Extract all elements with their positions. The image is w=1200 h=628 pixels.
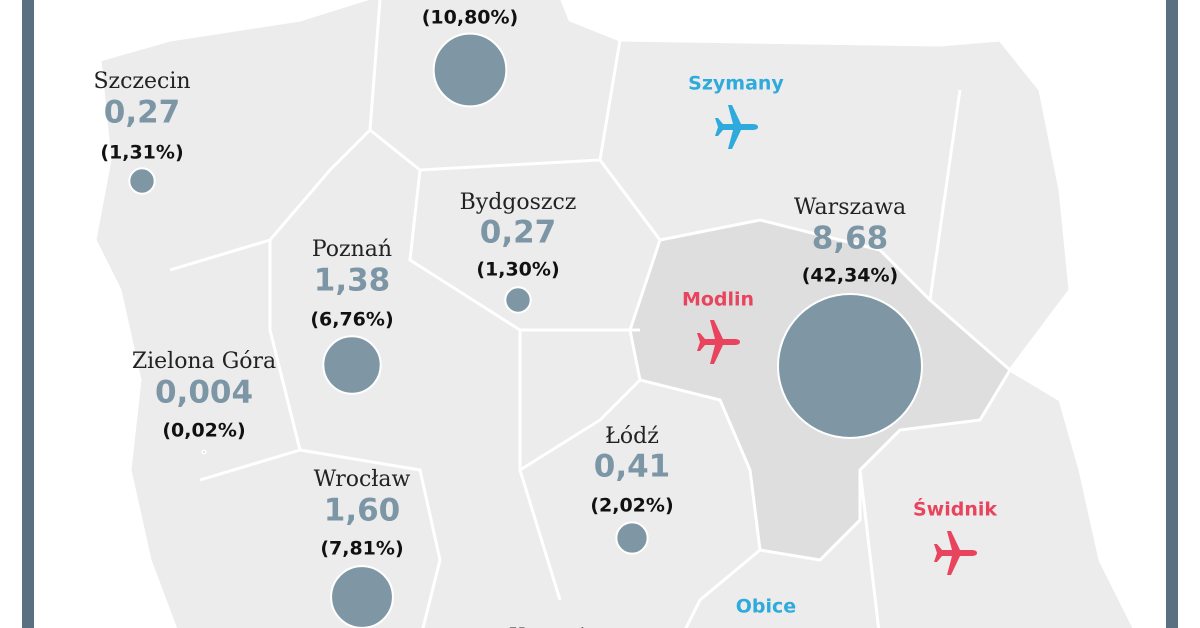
city-value: 1,60	[324, 493, 401, 529]
airport-name: Szymany	[688, 73, 784, 95]
city-share: (7,81%)	[320, 538, 403, 560]
city-name: Zielona Góra	[132, 349, 276, 374]
region-borders	[169, 0, 962, 628]
city-name: Bydgoszcz	[460, 190, 577, 215]
city-bubble	[322, 335, 382, 395]
city-name: Szczecin	[93, 69, 190, 94]
city-value: 0,27	[480, 215, 557, 251]
airport-name: Obice	[736, 596, 796, 618]
city-name: Warszawa	[794, 195, 906, 220]
city-share: (10,80%)	[422, 7, 519, 29]
airport-icon	[934, 531, 977, 575]
city-value: 1,38	[314, 263, 391, 299]
city-bubble	[201, 449, 207, 455]
city-share: (1,30%)	[476, 259, 559, 281]
city-value: 0,004	[155, 375, 253, 411]
city-share: (2,02%)	[590, 495, 673, 517]
city-name: Katowice	[509, 625, 612, 628]
city-bubble	[504, 286, 532, 314]
city-bubble	[330, 565, 394, 628]
airport-icon	[715, 105, 758, 149]
airport-name: Modlin	[682, 289, 754, 311]
city-share: (1,31%)	[100, 142, 183, 164]
airport-icon	[697, 320, 740, 364]
city-name: Poznań	[312, 237, 392, 262]
city-value: 0,41	[594, 449, 671, 485]
city-value: 0,27	[104, 95, 181, 131]
city-share: (0,02%)	[162, 420, 245, 442]
city-name: Łódź	[605, 424, 659, 449]
city-bubble	[432, 32, 508, 108]
airport-name: Świdnik	[913, 497, 997, 521]
city-bubble	[777, 293, 923, 439]
city-bubble	[615, 521, 649, 555]
city-bubble	[128, 167, 156, 195]
city-value: 8,68	[812, 221, 889, 257]
city-share: (6,76%)	[310, 309, 393, 331]
city-name: Wrocław	[314, 467, 411, 492]
city-share: (42,34%)	[802, 265, 899, 287]
